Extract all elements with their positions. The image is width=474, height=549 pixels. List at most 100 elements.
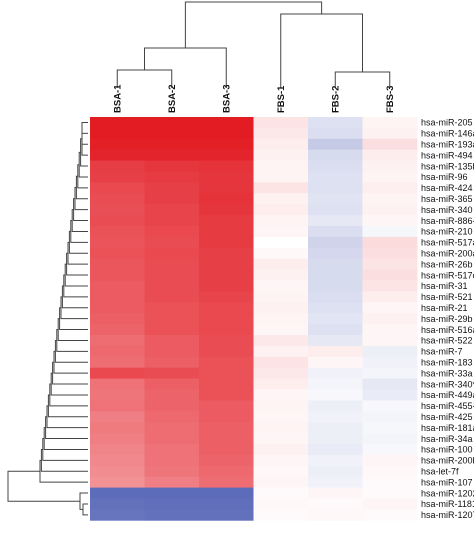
heatmap-cell xyxy=(253,335,309,347)
heatmap-cell xyxy=(144,411,200,423)
heatmap-cell xyxy=(199,193,254,205)
heatmap-cell xyxy=(362,138,418,151)
heatmap-cell xyxy=(90,313,145,325)
heatmap-cell xyxy=(253,509,309,521)
row-label: hsa-miR-200b xyxy=(421,456,474,466)
heatmap-cell xyxy=(199,160,254,172)
row-label: hsa-miR-135b xyxy=(421,161,474,171)
row-label: hsa-miR-517a xyxy=(421,238,474,248)
heatmap-cell xyxy=(90,367,145,379)
row-label: hsa-miR-181a xyxy=(421,423,474,433)
heatmap-cell xyxy=(199,236,254,249)
heatmap-cell xyxy=(253,345,309,358)
heatmap-cell xyxy=(199,345,254,358)
column-dendrogram-branch xyxy=(144,47,227,88)
heatmap-cell xyxy=(362,345,418,358)
heatmap-cell xyxy=(144,215,200,227)
row-label: hsa-let-7f xyxy=(421,466,459,476)
heatmap-cell xyxy=(308,291,363,303)
heatmap-cell xyxy=(308,127,363,140)
row-label: hsa-miR-183 xyxy=(421,357,473,367)
heatmap-cell xyxy=(308,509,363,521)
heatmap-cell xyxy=(362,236,418,249)
heatmap-cell xyxy=(144,313,200,325)
column-label: FBS-2 xyxy=(330,86,341,113)
heatmap-cell xyxy=(90,149,145,161)
heatmap-cell xyxy=(90,356,145,369)
column-labels: BSA-1 BSA-2 BSA-3 FBS-1 FBS-2 FBS-3 xyxy=(112,84,396,113)
heatmap-cell xyxy=(308,487,363,499)
heatmap-cell xyxy=(362,160,418,172)
heatmap-cell xyxy=(199,280,254,292)
heatmap-cell xyxy=(308,400,363,412)
heatmap-cell xyxy=(362,204,418,216)
heatmap-cell xyxy=(199,335,254,347)
heatmap-cell xyxy=(199,389,254,401)
heatmap-cell xyxy=(253,280,309,292)
row-label: hsa-miR-7 xyxy=(421,347,463,357)
heatmap-cell xyxy=(362,127,418,140)
heatmap-cell xyxy=(144,204,200,216)
heatmap-cell xyxy=(199,378,254,390)
heatmap-cell xyxy=(144,433,200,445)
heatmap-cell xyxy=(90,226,145,238)
heatmap-cell xyxy=(308,258,363,270)
heatmap-cell xyxy=(199,400,254,412)
heatmap-cell xyxy=(308,389,363,401)
heatmap-cell xyxy=(144,465,200,478)
heatmap-cell xyxy=(362,215,418,227)
row-label: hsa-miR-425 xyxy=(421,412,473,422)
heatmap-cell xyxy=(308,345,363,358)
heatmap-cell xyxy=(90,422,145,434)
row-dendrogram-branch xyxy=(81,121,88,156)
row-label: hsa-miR-455-3p xyxy=(421,401,474,411)
heatmap-cell xyxy=(253,400,309,412)
heatmap-cell xyxy=(199,138,254,151)
row-label: hsa-miR-886-3p xyxy=(421,216,474,226)
heatmap-cell xyxy=(362,454,418,467)
row-label: hsa-miR-193a-3p xyxy=(421,139,474,149)
heatmap-cell xyxy=(253,247,309,260)
heatmap-cell xyxy=(199,269,254,281)
heatmap-cell xyxy=(362,313,418,325)
heatmap-cell xyxy=(199,487,254,499)
heatmap-cell xyxy=(253,454,309,467)
heatmap-cell xyxy=(144,171,200,183)
heatmap-cell xyxy=(144,160,200,172)
heatmap-cell xyxy=(253,367,309,379)
column-label: BSA-2 xyxy=(167,84,178,113)
heatmap-cell xyxy=(308,411,363,423)
row-label: hsa-miR-210 xyxy=(421,227,473,237)
heatmap-cell xyxy=(362,280,418,292)
heatmap-cell xyxy=(308,149,363,161)
heatmap-cell xyxy=(253,160,309,172)
heatmap-cell xyxy=(308,422,363,434)
heatmap-cell xyxy=(90,345,145,358)
heatmap-cell xyxy=(362,356,418,369)
column-label: FBS-3 xyxy=(385,86,396,113)
heatmap-cell xyxy=(90,204,145,216)
heatmap-cell xyxy=(144,389,200,401)
heatmap-cell xyxy=(144,236,200,249)
heatmap-cell xyxy=(199,324,254,336)
heatmap-cell xyxy=(253,117,309,129)
heatmap-cell xyxy=(253,378,309,390)
heatmap-cell xyxy=(144,182,200,194)
row-dendrogram-branch xyxy=(7,470,80,502)
heatmap-cell xyxy=(253,258,309,270)
column-label: FBS-1 xyxy=(276,85,287,113)
heatmap-cell xyxy=(90,433,145,445)
heatmap-cell xyxy=(90,127,145,140)
heatmap-cell xyxy=(199,226,254,238)
heatmap-cell xyxy=(144,444,200,456)
heatmap-cell xyxy=(144,138,200,151)
heatmap-cell xyxy=(308,280,363,292)
heatmap-cell xyxy=(144,127,200,140)
row-label: hsa-miR-31 xyxy=(421,281,468,291)
heatmap-cell xyxy=(144,193,200,205)
heatmap-cell xyxy=(144,476,200,488)
heatmap-cell xyxy=(362,487,418,499)
heatmap-cell xyxy=(199,498,254,510)
heatmap-cell xyxy=(253,204,309,216)
heatmap-cell xyxy=(362,149,418,161)
